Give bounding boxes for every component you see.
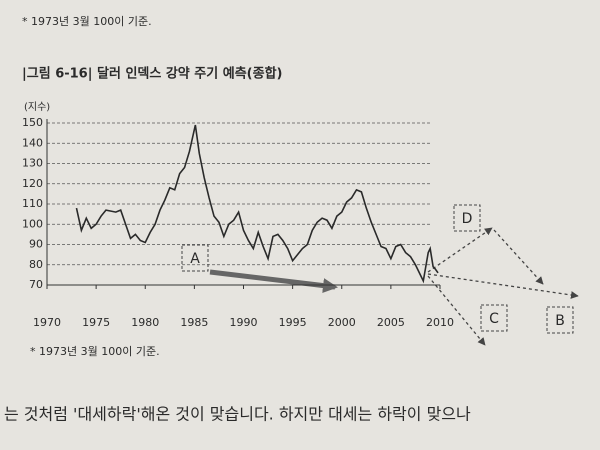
annotation-label: A bbox=[190, 251, 200, 267]
projection-arrows bbox=[427, 227, 579, 346]
annotation-box bbox=[480, 304, 508, 332]
y-tick-label: 90 bbox=[29, 238, 43, 251]
x-tick-label: 1970 bbox=[33, 316, 61, 329]
y-tick-label: 80 bbox=[29, 258, 43, 271]
annotation-label: B bbox=[555, 313, 565, 329]
x-tick-label: 1995 bbox=[279, 316, 307, 329]
x-tick-label: 1980 bbox=[131, 316, 159, 329]
y-tick-label: 120 bbox=[22, 177, 43, 190]
x-tick-label: 1975 bbox=[82, 316, 110, 329]
body-text: 는 것처럼 '대세하락'해온 것이 맞습니다. 하지만 대세는 하락이 맞으나 bbox=[4, 405, 471, 424]
y-axis-label: (지수) bbox=[24, 101, 50, 113]
annotation-label: C bbox=[489, 311, 499, 327]
annotation-box bbox=[181, 244, 209, 272]
annotation-box bbox=[546, 306, 574, 334]
arrow-down bbox=[493, 229, 544, 285]
y-tick-label: 140 bbox=[22, 136, 43, 149]
chart-title: |그림 6-16| 달러 인덱스 강약 주기 예측(종합) bbox=[22, 66, 282, 82]
top-note: * 1973년 3월 100이 기준. bbox=[22, 15, 152, 28]
chart-note: * 1973년 3월 100이 기준. bbox=[30, 345, 160, 358]
y-tick-label: 70 bbox=[29, 278, 43, 291]
arrow-c bbox=[427, 275, 486, 346]
annotation-label: D bbox=[462, 211, 473, 227]
x-tick-label: 2010 bbox=[426, 316, 454, 329]
arrow-d bbox=[427, 227, 493, 273]
annotation-box bbox=[453, 204, 481, 232]
x-tick-label: 2005 bbox=[377, 316, 405, 329]
data-line bbox=[75, 124, 439, 284]
y-tick-label: 110 bbox=[22, 197, 43, 210]
y-tick-label: 150 bbox=[22, 116, 43, 129]
x-tick-label: 1985 bbox=[180, 316, 208, 329]
y-tick-label: 130 bbox=[22, 157, 43, 170]
x-tick-label: 1990 bbox=[230, 316, 258, 329]
arrow-b bbox=[427, 273, 579, 299]
y-tick-label: 100 bbox=[22, 217, 43, 230]
x-tick-label: 2000 bbox=[328, 316, 356, 329]
